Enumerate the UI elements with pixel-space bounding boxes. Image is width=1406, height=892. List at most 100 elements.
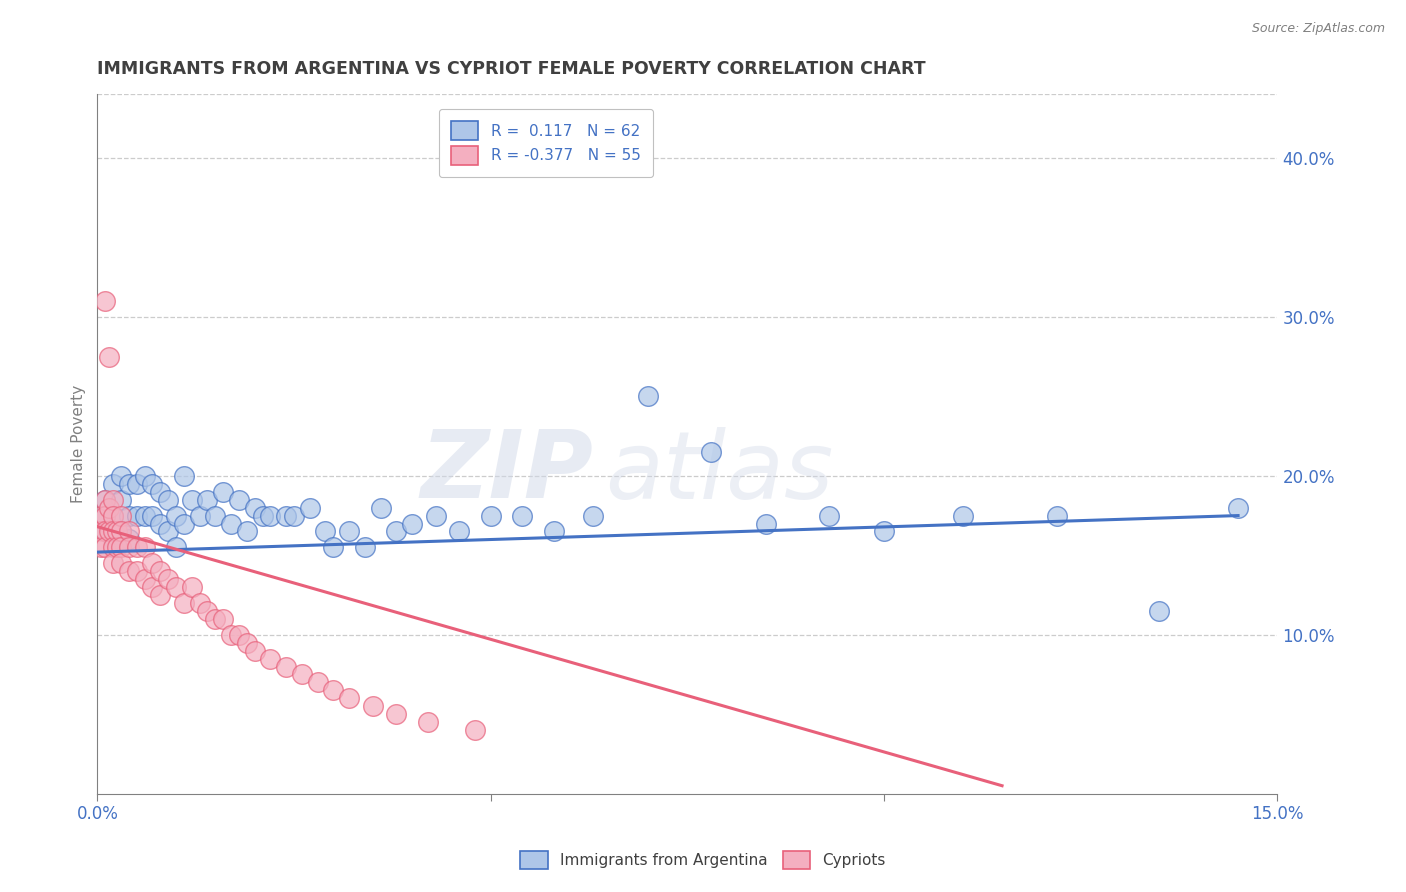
Point (101, 476, 124, 491)
Legend: Immigrants from Argentina, Cypriots: Immigrants from Argentina, Cypriots (509, 840, 897, 880)
Point (243, 643, 266, 657)
Point (94, 524, 117, 539)
Point (157, 492, 180, 507)
Point (118, 533, 141, 547)
Point (149, 484, 172, 499)
Point (370, 500, 392, 515)
Point (291, 667, 314, 681)
Point (101, 541, 124, 555)
Point (125, 508, 148, 523)
Point (90, 541, 112, 555)
Point (259, 651, 281, 665)
Point (337, 691, 360, 706)
Point (180, 492, 202, 507)
Point (94, 524, 117, 539)
Point (101, 556, 124, 570)
Point (204, 612, 226, 626)
Point (510, 508, 533, 523)
Point (212, 612, 235, 626)
Point (90, 508, 112, 523)
Point (307, 675, 329, 690)
Point (165, 580, 187, 594)
Point (464, 723, 486, 738)
Point (110, 492, 132, 507)
Point (818, 508, 841, 523)
Point (141, 508, 163, 523)
Text: IMMIGRANTS FROM ARGENTINA VS CYPRIOT FEMALE POVERTY CORRELATION CHART: IMMIGRANTS FROM ARGENTINA VS CYPRIOT FEM… (97, 60, 927, 78)
Point (173, 468, 195, 483)
Point (385, 524, 408, 539)
Point (98, 350, 121, 364)
Point (149, 516, 172, 531)
Point (94, 492, 117, 507)
Point (1149, 604, 1171, 618)
Point (149, 564, 172, 578)
Point (110, 524, 132, 539)
Text: atlas: atlas (605, 426, 832, 517)
Point (118, 564, 141, 578)
Point (173, 516, 195, 531)
Point (873, 524, 896, 539)
Point (243, 500, 266, 515)
Point (322, 683, 344, 698)
Point (149, 588, 172, 602)
Point (165, 508, 187, 523)
Point (401, 516, 423, 531)
Point (180, 580, 202, 594)
Point (322, 541, 344, 555)
Point (228, 628, 250, 642)
Point (952, 508, 974, 523)
Point (101, 508, 124, 523)
Point (105, 524, 128, 539)
Point (416, 715, 439, 730)
Point (101, 508, 124, 523)
Point (134, 572, 156, 586)
Point (337, 524, 360, 539)
Point (449, 524, 471, 539)
Point (755, 516, 778, 531)
Point (98, 524, 121, 539)
Point (236, 636, 259, 650)
Point (141, 580, 163, 594)
Point (157, 572, 180, 586)
Point (219, 628, 242, 642)
Text: Source: ZipAtlas.com: Source: ZipAtlas.com (1251, 22, 1385, 36)
Point (94, 293, 117, 308)
Point (134, 508, 156, 523)
Point (276, 508, 298, 523)
Point (353, 541, 375, 555)
Point (94, 508, 117, 523)
Point (173, 596, 195, 610)
Point (315, 524, 337, 539)
Point (110, 541, 132, 555)
Point (134, 468, 156, 483)
Point (94, 508, 117, 523)
Point (425, 508, 447, 523)
Point (1046, 508, 1069, 523)
Point (276, 659, 298, 673)
Point (700, 445, 723, 459)
Point (110, 468, 132, 483)
Point (157, 524, 180, 539)
Point (125, 564, 148, 578)
Point (165, 541, 187, 555)
Point (637, 389, 659, 403)
Point (118, 476, 141, 491)
Point (283, 508, 305, 523)
Point (385, 707, 408, 722)
Point (118, 508, 141, 523)
Point (479, 508, 502, 523)
Point (212, 484, 235, 499)
Point (125, 541, 148, 555)
Point (90, 524, 112, 539)
Point (101, 524, 124, 539)
Point (110, 524, 132, 539)
Point (125, 476, 148, 491)
Point (197, 604, 219, 618)
Point (361, 699, 384, 714)
Point (204, 508, 226, 523)
Point (94, 541, 117, 555)
Point (110, 508, 132, 523)
Point (543, 524, 565, 539)
Point (94, 492, 117, 507)
